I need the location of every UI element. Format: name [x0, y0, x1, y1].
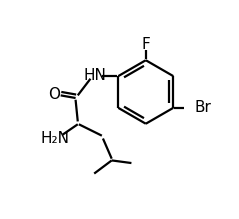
Text: H₂N: H₂N	[40, 131, 69, 146]
Text: Br: Br	[194, 100, 211, 115]
Text: F: F	[141, 37, 150, 52]
Text: O: O	[48, 87, 60, 102]
Text: HN: HN	[84, 67, 107, 83]
